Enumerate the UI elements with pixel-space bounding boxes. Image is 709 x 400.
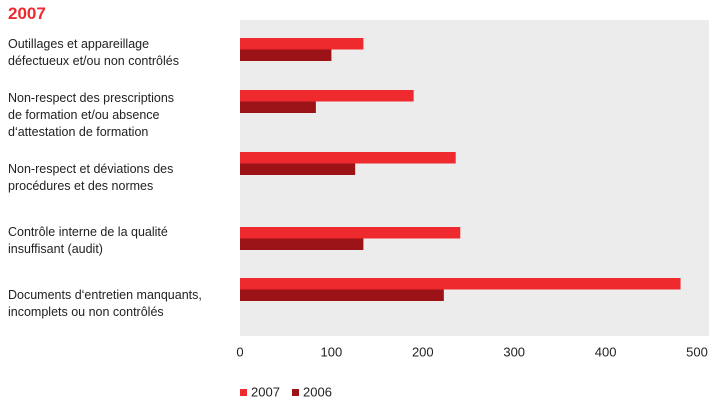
bar	[240, 49, 332, 61]
category-label: Outillages et appareillage défectueux et…	[8, 37, 179, 68]
bar	[240, 163, 356, 175]
x-tick-label: 500	[686, 344, 708, 359]
bar	[240, 289, 444, 301]
bar	[240, 101, 316, 113]
bar	[240, 227, 461, 239]
legend-swatch	[292, 389, 299, 396]
chart-title: 2007	[8, 4, 46, 23]
bar	[240, 38, 364, 50]
legend-label: 2006	[303, 384, 332, 399]
bar	[240, 278, 681, 290]
x-tick-label: 200	[412, 344, 434, 359]
bar	[240, 238, 364, 250]
category-label: Contrôle interne de la qualité insuffisa…	[8, 225, 168, 256]
x-tick-label: 100	[321, 344, 343, 359]
legend-label: 2007	[251, 384, 280, 399]
bar	[240, 90, 414, 102]
legend-swatch	[240, 389, 247, 396]
x-tick-label: 400	[595, 344, 617, 359]
x-tick-label: 0	[236, 344, 243, 359]
category-label: Documents d‘entretien manquants, incompl…	[8, 288, 202, 319]
bar	[240, 152, 456, 164]
category-label: Non-respect et déviations des procédures…	[8, 162, 174, 193]
x-tick-label: 300	[503, 344, 525, 359]
category-label: Non-respect des prescriptions de formati…	[8, 91, 175, 139]
